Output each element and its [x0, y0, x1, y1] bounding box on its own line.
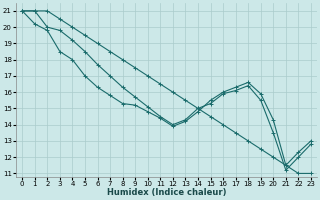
X-axis label: Humidex (Indice chaleur): Humidex (Indice chaleur) — [107, 188, 226, 197]
